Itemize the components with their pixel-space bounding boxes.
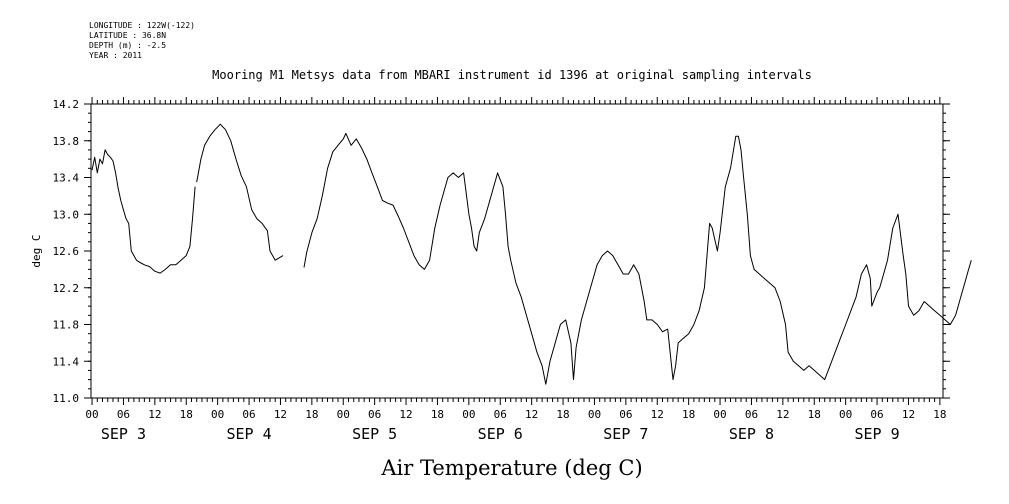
x-tick-label: 00 [211,408,224,421]
day-label: SEP 8 [729,425,774,443]
x-tick-label: 06 [745,408,758,421]
x-tick-label: 12 [148,408,161,421]
y-tick-label: 11.4 [53,355,80,368]
plot-frame [90,103,944,399]
x-tick-label: 12 [274,408,287,421]
x-tick-label: 18 [305,408,318,421]
x-tick-label: 12 [651,408,664,421]
meta-year: YEAR : 2011 [89,51,142,60]
x-tick-label: 18 [933,408,946,421]
x-tick-label: 18 [180,408,193,421]
x-tick-label: 12 [525,408,538,421]
x-tick-label: 00 [713,408,726,421]
x-tick-label: 06 [242,408,255,421]
x-tick-label: 06 [619,408,632,421]
y-axis-label: deg C [30,234,43,267]
day-label: SEP 3 [101,425,146,443]
day-label: SEP 5 [352,425,397,443]
y-tick-label: 11.8 [53,319,80,332]
day-label: SEP 9 [854,425,899,443]
series-layer [91,123,972,385]
x-tick-label: 18 [682,408,695,421]
x-tick-label: 00 [588,408,601,421]
y-tick-label: 13.4 [53,172,80,185]
metadata-block: LONGITUDE : 122W(-122) LATITUDE : 36.8N … [89,21,195,60]
x-tick-label: 00 [839,408,852,421]
y-tick-label: 12.6 [53,245,80,258]
series-line [91,149,196,274]
x-tick-label: 12 [776,408,789,421]
x-tick-label: 18 [431,408,444,421]
day-label: SEP 7 [603,425,648,443]
day-label: SEP 4 [226,425,271,443]
x-tick-label: 18 [556,408,569,421]
x-tick-label: 12 [399,408,412,421]
x-tick-label: 00 [462,408,475,421]
x-tick-label: 12 [902,408,915,421]
series-line [303,132,972,385]
meta-longitude: LONGITUDE : 122W(-122) [89,21,195,30]
x-tick-label: 06 [368,408,381,421]
x-tick-label: 00 [337,408,350,421]
x-tick-label: 00 [85,408,98,421]
y-axis: 11.0 11.4 11.8 12.2 12.6 13.0 13.4 13.8 14.2 [53,98,950,405]
x-tick-label: 06 [494,408,507,421]
chart-title: Mooring M1 Metsys data from MBARI instru… [212,68,812,82]
x-axis-title: Air Temperature (deg C) [380,456,642,480]
series-line [196,123,284,261]
x-tick-label: 06 [870,408,883,421]
x-axis: 00 06 12 18 00 06 12 18 00 06 12 18 00 06 12 18 00 06 12 18… [85,97,946,443]
y-tick-label: 11.0 [53,392,80,405]
x-tick-label: 18 [808,408,821,421]
meta-depth: DEPTH (m) : -2.5 [89,41,166,50]
y-tick-label: 14.2 [53,98,80,111]
y-tick-label: 12.2 [53,282,80,295]
y-tick-label: 13.0 [53,208,80,221]
x-tick-label: 06 [117,408,130,421]
meta-latitude: LATITUDE : 36.8N [89,31,166,40]
day-label: SEP 6 [478,425,523,443]
y-tick-label: 13.8 [53,135,80,148]
